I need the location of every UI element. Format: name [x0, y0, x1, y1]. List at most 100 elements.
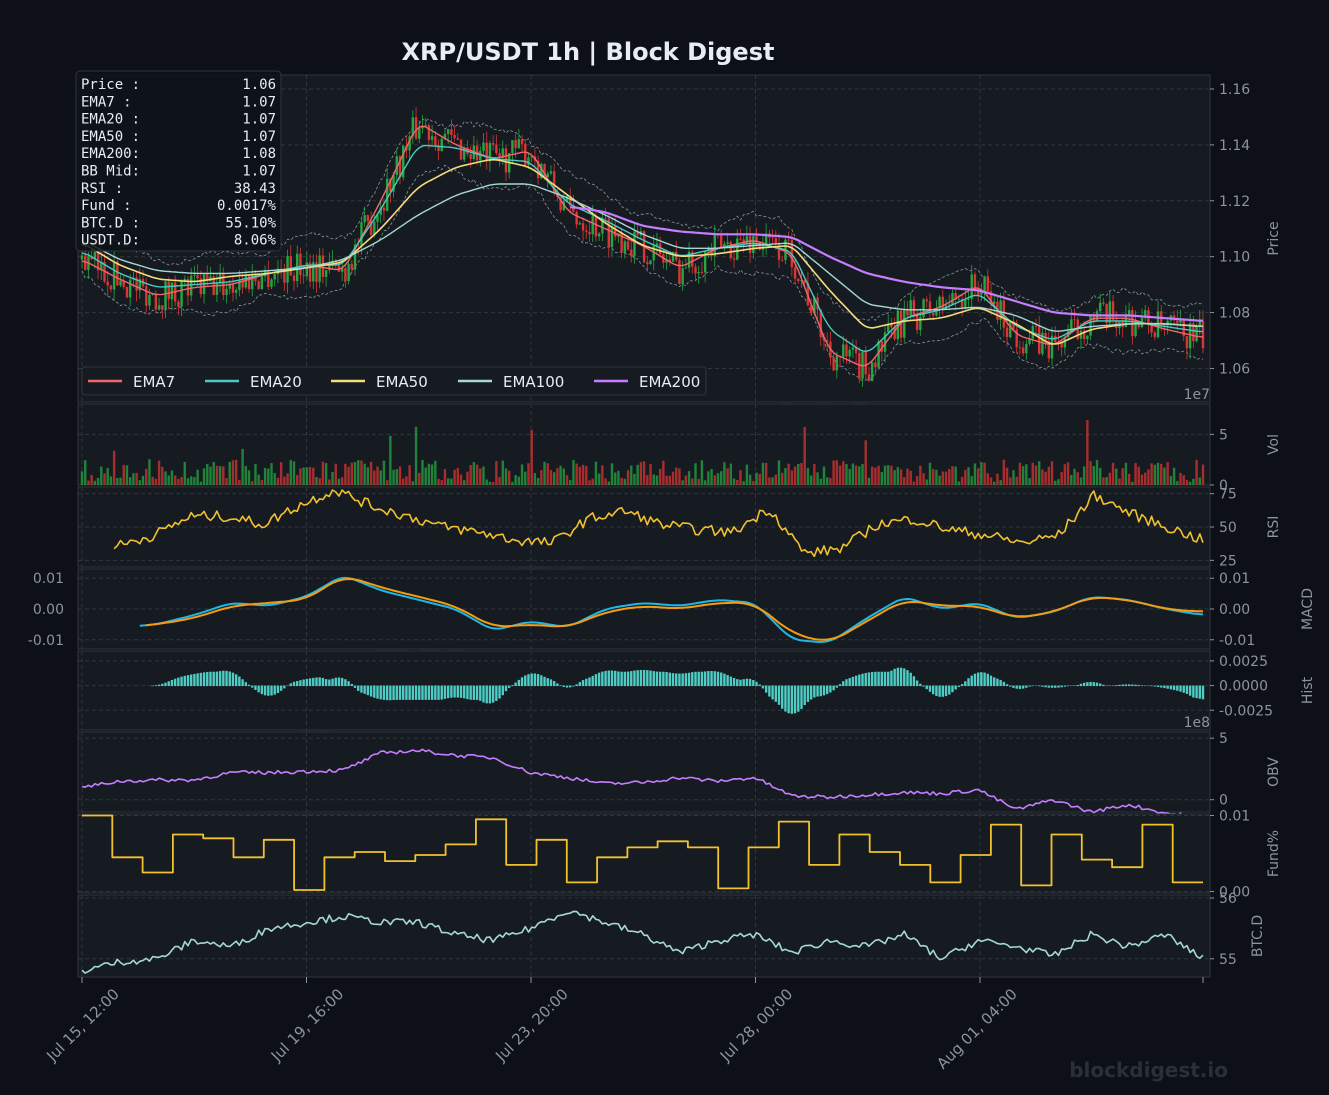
volume-bar — [373, 470, 376, 485]
histogram-bar — [363, 685, 366, 694]
candle-body — [1025, 343, 1028, 354]
volume-bar — [912, 481, 916, 485]
volume-bar — [234, 459, 238, 485]
volume-bar — [829, 478, 832, 485]
histogram-bar — [559, 685, 562, 687]
candle-body — [771, 237, 774, 239]
volume-bar — [694, 463, 697, 485]
candle-body — [559, 196, 562, 211]
volume-bar — [321, 461, 325, 485]
histogram-bar — [912, 676, 916, 687]
candle-body — [511, 140, 514, 154]
volume-bar — [260, 479, 264, 485]
histogram-bar — [729, 676, 733, 687]
candle-body — [453, 134, 456, 139]
candle-body — [145, 286, 148, 306]
candle-body — [1005, 327, 1009, 338]
histogram-bar — [228, 671, 231, 687]
candle-body — [658, 243, 662, 255]
volume-bar — [1108, 472, 1112, 485]
histogram-bar — [508, 685, 511, 688]
candle-body — [1063, 337, 1067, 348]
candle-body — [234, 290, 238, 293]
histogram-bar — [771, 685, 774, 700]
volume-bar — [418, 472, 421, 485]
macd-y-tick-label: 0.01 — [1219, 571, 1250, 587]
candle-body — [289, 256, 292, 276]
volume-bar — [703, 480, 707, 485]
candle-body — [575, 211, 578, 225]
volume-bar — [774, 474, 777, 485]
volume-bar — [1063, 464, 1067, 485]
histogram-bar — [1092, 682, 1095, 687]
candle-body — [1009, 321, 1012, 338]
price-y-tick-label: 1.10 — [1219, 250, 1250, 266]
volume-bar — [196, 469, 199, 485]
histogram-bar — [983, 672, 986, 687]
candle-body — [360, 222, 363, 246]
volume-bar — [508, 470, 511, 485]
volume-bar — [1031, 462, 1034, 485]
histogram-bar — [254, 685, 257, 690]
histogram-bar — [803, 685, 806, 706]
histogram-bar — [899, 667, 903, 687]
candle-body — [488, 143, 492, 162]
candle-body — [719, 235, 723, 248]
volume-bar — [148, 459, 151, 485]
candle-body — [941, 296, 945, 310]
candle-body — [161, 305, 164, 310]
candle-body — [681, 268, 684, 285]
candle-body — [257, 281, 260, 290]
volume-bar — [1118, 478, 1121, 485]
volume-bar — [398, 466, 402, 485]
candle-body — [951, 292, 954, 305]
histogram-bar — [196, 673, 199, 687]
histogram-bar — [1012, 685, 1015, 688]
volume-bar — [1182, 475, 1185, 485]
histogram-bar — [896, 667, 900, 687]
volume-bar — [267, 468, 270, 485]
volume-bar — [1169, 476, 1173, 485]
volume-bar — [170, 470, 174, 485]
x-tick-label: Jul 19, 16:00 — [267, 985, 347, 1065]
volume-bar — [630, 465, 633, 485]
histogram-bar — [739, 679, 742, 687]
candle-body — [135, 277, 138, 291]
candle-body — [347, 263, 350, 282]
histogram-bar — [1166, 685, 1169, 689]
candle-body — [928, 301, 932, 314]
candle-body — [434, 136, 437, 146]
histogram-bar — [360, 685, 363, 693]
volume-bar — [951, 466, 954, 485]
volume-bar — [864, 440, 867, 485]
histogram-bar — [684, 673, 688, 687]
volume-bar — [678, 468, 681, 485]
volume-bar — [768, 477, 771, 485]
histogram-bar — [511, 685, 514, 687]
histogram-bar — [418, 685, 421, 700]
volume-bar — [491, 481, 495, 485]
histogram-bar — [183, 675, 186, 687]
volume-bar — [1192, 478, 1195, 485]
histogram-bar — [552, 681, 556, 687]
volume-bar — [366, 467, 370, 485]
volume-bar — [623, 478, 627, 485]
rsi-panel — [77, 486, 1211, 568]
funding-axis-label: Fund% — [1266, 830, 1282, 877]
candle-body — [1082, 330, 1086, 340]
histogram-bar — [768, 685, 771, 697]
candle-body — [729, 242, 733, 259]
histogram-bar — [639, 669, 643, 687]
info-label: EMA200: — [81, 146, 140, 162]
volume-bar — [308, 467, 312, 485]
volume-bar — [594, 461, 598, 485]
histogram-bar — [726, 675, 729, 687]
legend-label: EMA20 — [250, 373, 302, 391]
histogram-bar — [620, 671, 623, 687]
candle-body — [787, 239, 790, 241]
volume-bar — [552, 472, 556, 485]
candle-body — [1102, 302, 1105, 304]
histogram-bar — [357, 685, 360, 691]
volume-bar — [874, 467, 877, 485]
candle-body — [604, 217, 607, 219]
